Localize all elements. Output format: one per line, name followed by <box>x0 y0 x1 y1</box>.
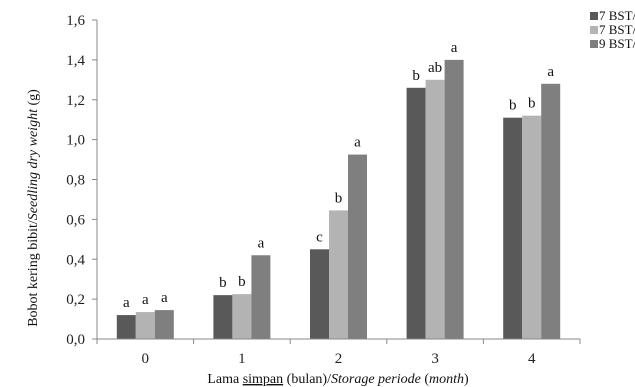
bar-significance-label: b <box>238 274 246 290</box>
legend-swatch <box>590 26 598 34</box>
bars <box>116 59 561 339</box>
legend-label: 7 BST/MAP <box>599 8 635 23</box>
bar <box>116 315 136 339</box>
x-axis-title-underlined: simpan <box>243 372 283 387</box>
x-axis-title-close: ) <box>464 372 469 387</box>
bar-significance-label: a <box>547 64 554 80</box>
bar-significance-label: b <box>412 68 420 84</box>
legend-swatch <box>590 12 598 20</box>
bar <box>348 154 367 339</box>
bar <box>329 210 348 339</box>
bar <box>251 255 271 339</box>
y-axis-title-plain: Bobot kering bibit/ <box>26 220 41 327</box>
bar-significance-label: a <box>258 235 265 251</box>
bar-significance-label: a <box>123 295 130 311</box>
y-tick-label: 1,0 <box>66 133 85 149</box>
bar-significance-label: c <box>316 229 323 245</box>
bar-significance-label: a <box>161 290 168 306</box>
y-tick-label: 0,4 <box>66 252 85 268</box>
bar <box>135 312 155 339</box>
bar-significance-label: a <box>354 135 361 151</box>
bar-significance-label: a <box>142 292 149 308</box>
bar <box>444 59 464 339</box>
bar-significance-label: b <box>509 98 517 114</box>
y-axis-title: Bobot kering bibit/Seedling dry weight (… <box>26 89 41 327</box>
bar <box>425 79 445 339</box>
y-axis-title-suffix: (g) <box>26 89 41 109</box>
bar <box>541 83 561 339</box>
x-tick-label: 0 <box>142 351 150 367</box>
y-tick-label: 0,2 <box>66 292 85 308</box>
legend-label: 7 BST/MAP <box>599 22 635 37</box>
bar-significance-label: b <box>219 275 227 291</box>
x-axis-ticks: 0 1 2 3 4 <box>96 339 581 367</box>
x-tick-label: 3 <box>431 351 439 367</box>
bar <box>503 117 523 339</box>
x-axis-title-italic: Storage periode <box>331 372 421 387</box>
bar <box>213 295 233 339</box>
x-axis-title-italic2: month <box>429 372 464 387</box>
bar <box>522 115 542 339</box>
y-tick-label: 0,6 <box>66 212 85 228</box>
y-tick-label: 0,0 <box>66 332 85 348</box>
bar-significance-label: a <box>451 40 458 56</box>
x-axis-title: Lama simpan (bulan)/Storage periode (mon… <box>207 372 469 387</box>
y-tick-label: 1,6 <box>66 13 85 29</box>
bar-significance-label: b <box>335 190 343 206</box>
bar <box>406 87 426 339</box>
bar <box>154 310 174 339</box>
x-tick-label: 2 <box>335 351 343 367</box>
legend-swatch <box>590 40 598 48</box>
legend-label: 9 BST/MAP <box>599 36 635 51</box>
x-axis-title-prefix: Lama <box>207 372 242 387</box>
x-axis-title-middle: (bulan)/ <box>283 372 331 387</box>
y-tick-label: 0,8 <box>66 173 85 189</box>
bar <box>310 249 329 339</box>
bar-significance-label: ab <box>428 60 442 76</box>
y-axis-title-italic: Seedling dry weight <box>26 108 41 220</box>
y-tick-label: 1,2 <box>66 93 85 109</box>
x-axis-title-open: ( <box>421 372 430 387</box>
y-tick-label: 1,4 <box>66 53 85 69</box>
y-axis-ticks: 0,0 0,2 0,4 0,6 0,8 1,0 1,2 1,4 1,6 <box>66 13 97 348</box>
x-tick-label: 4 <box>528 351 536 367</box>
bar <box>232 294 252 339</box>
legend: 7 BST/MAP7 BST/MAP9 BST/MAP <box>590 8 635 51</box>
x-tick-label: 1 <box>238 351 246 367</box>
bar-significance-label: b <box>528 96 536 112</box>
